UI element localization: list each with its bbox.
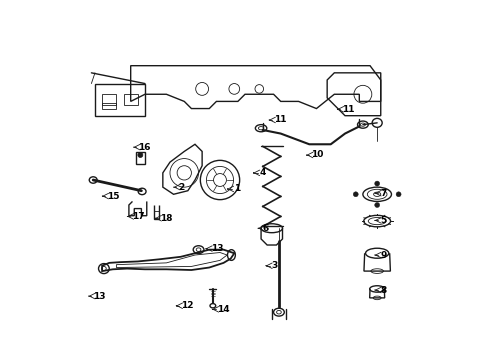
Text: 9: 9 (380, 251, 387, 260)
Text: 12: 12 (181, 301, 193, 310)
Circle shape (375, 181, 380, 186)
Text: 6: 6 (263, 224, 269, 233)
Text: 17: 17 (132, 212, 145, 221)
Bar (102, 103, 117, 109)
Text: 4: 4 (259, 168, 266, 177)
Circle shape (353, 192, 358, 197)
Text: 13: 13 (93, 292, 106, 301)
Text: 5: 5 (380, 216, 386, 225)
Circle shape (375, 203, 380, 207)
Text: 16: 16 (138, 143, 150, 152)
Text: 11: 11 (342, 105, 355, 114)
Text: 10: 10 (311, 150, 323, 159)
Circle shape (396, 192, 401, 197)
Text: 11: 11 (273, 116, 286, 125)
Circle shape (138, 153, 143, 157)
Text: 8: 8 (380, 285, 386, 294)
Text: 14: 14 (218, 305, 230, 314)
Bar (136, 153, 145, 164)
Text: 1: 1 (234, 184, 240, 193)
Text: 15: 15 (107, 192, 119, 201)
Text: 7: 7 (380, 189, 387, 198)
Text: 2: 2 (178, 183, 184, 192)
Text: 13: 13 (211, 244, 223, 253)
Text: 18: 18 (160, 214, 172, 223)
Bar (123, 94, 138, 105)
Text: 3: 3 (272, 261, 278, 270)
Bar (102, 94, 117, 105)
